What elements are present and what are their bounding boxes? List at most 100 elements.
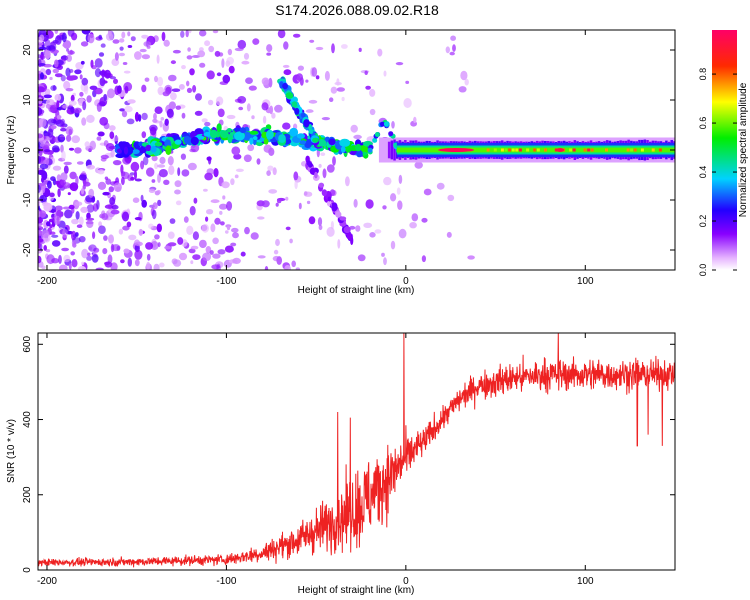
noise-blob xyxy=(181,169,190,177)
noise-blob xyxy=(79,91,84,97)
noise-blob xyxy=(118,228,124,235)
noise-blob xyxy=(81,117,87,126)
noise-blob xyxy=(98,221,102,227)
noise-blob xyxy=(403,98,412,108)
noise-blob xyxy=(447,194,455,202)
streak-blob xyxy=(339,216,347,221)
noise-blob xyxy=(322,168,327,179)
sideband-cell xyxy=(390,140,394,160)
noise-blob xyxy=(305,109,314,113)
spike-blob xyxy=(372,137,378,143)
noise-blob xyxy=(101,69,105,79)
noise-blob xyxy=(38,155,41,164)
noise-blob xyxy=(413,116,417,123)
noise-blob xyxy=(141,34,149,39)
spectrogram-marks xyxy=(38,30,675,270)
noise-blob xyxy=(266,44,273,53)
noise-blob xyxy=(190,143,200,153)
noise-blob xyxy=(50,125,57,130)
noise-blob xyxy=(43,94,52,99)
noise-blob xyxy=(65,88,74,92)
noise-blob xyxy=(436,182,445,190)
noise-blob xyxy=(305,79,309,83)
y-tick-label: -20 xyxy=(22,242,33,257)
colorbar-tick-label: 0.8 xyxy=(698,68,708,81)
snr-y-label: SNR (10 * v/v) xyxy=(6,419,17,483)
noise-blob xyxy=(79,74,83,80)
noise-blob xyxy=(40,72,44,80)
noise-blob xyxy=(63,161,72,166)
noise-blob xyxy=(271,112,276,119)
snr-x-label: Height of straight line (km) xyxy=(298,585,415,596)
noise-blob xyxy=(421,217,428,223)
noise-blob xyxy=(94,87,103,95)
noise-blob xyxy=(140,194,144,202)
noise-blob xyxy=(358,47,362,53)
noise-blob xyxy=(138,228,143,236)
noise-blob xyxy=(166,108,174,119)
spike-blob xyxy=(367,147,373,153)
y-tick-label: 0 xyxy=(22,147,33,153)
noise-blob xyxy=(63,80,71,90)
noise-blob xyxy=(134,111,140,122)
noise-blob xyxy=(257,255,266,259)
noise-blob xyxy=(178,84,185,90)
noise-blob xyxy=(192,85,197,93)
noise-blob xyxy=(349,225,356,230)
noise-blob xyxy=(207,99,214,106)
noise-blob xyxy=(83,181,91,187)
noise-blob xyxy=(153,112,157,121)
noise-blob xyxy=(80,41,89,47)
noise-blob xyxy=(261,77,270,86)
noise-blob xyxy=(445,46,450,54)
noise-blob xyxy=(276,198,282,204)
spike-blob xyxy=(380,121,385,127)
x-tick-label: -100 xyxy=(216,276,236,287)
main-line-cell xyxy=(590,148,594,152)
noise-blob xyxy=(76,161,84,165)
noise-blob xyxy=(212,253,221,259)
noise-blob xyxy=(181,65,186,70)
noise-blob xyxy=(86,255,93,261)
noise-blob xyxy=(105,143,115,151)
noise-blob xyxy=(51,145,60,153)
noise-blob xyxy=(58,254,62,264)
sideband-cell xyxy=(393,139,396,161)
noise-blob xyxy=(294,179,298,190)
noise-blob xyxy=(282,122,291,130)
noise-blob xyxy=(188,30,192,34)
noise-blob xyxy=(38,145,41,154)
noise-blob xyxy=(60,144,64,153)
main-line-cell xyxy=(640,148,644,152)
noise-blob xyxy=(39,210,47,218)
noise-blob xyxy=(268,189,278,194)
noise-blob xyxy=(70,94,75,102)
noise-blob xyxy=(311,67,318,77)
main-line-cell xyxy=(587,148,591,152)
noise-blob xyxy=(226,225,231,231)
noise-blob xyxy=(321,117,330,121)
noise-blob xyxy=(47,128,54,138)
noise-blob xyxy=(317,217,323,227)
noise-blob xyxy=(174,189,181,195)
noise-blob xyxy=(39,117,47,128)
noise-blob xyxy=(59,264,68,270)
noise-blob xyxy=(146,261,151,270)
main-line-cell xyxy=(569,148,573,152)
noise-blob xyxy=(107,30,112,37)
band-blob xyxy=(123,146,129,155)
noise-blob xyxy=(87,252,91,257)
noise-blob xyxy=(88,188,95,198)
noise-blob xyxy=(353,198,358,208)
band-blob xyxy=(165,145,172,156)
noise-blob xyxy=(250,232,259,240)
noise-blob xyxy=(38,217,43,224)
noise-blob xyxy=(262,115,267,124)
noise-blob xyxy=(267,165,274,171)
noise-blob xyxy=(297,65,304,71)
noise-blob xyxy=(450,35,456,41)
y-tick-label: 0 xyxy=(22,567,33,573)
noise-blob xyxy=(365,85,371,90)
noise-blob xyxy=(65,67,71,77)
noise-blob xyxy=(464,78,469,86)
